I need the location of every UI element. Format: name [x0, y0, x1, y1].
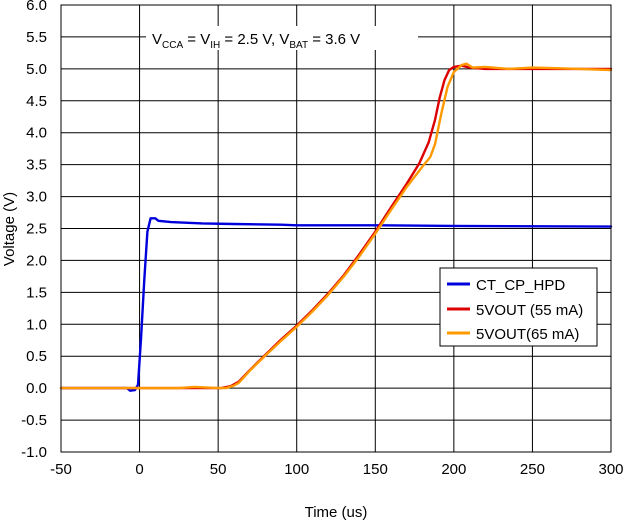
legend-label-ct-cp-hpd: CT_CP_HPD [476, 277, 565, 294]
y-tick-label: 4.0 [26, 125, 47, 142]
x-tick-label: 300 [598, 461, 623, 478]
tick-labels: -50 0 50 100 150 200 250 300 -1.0 -0.5 0.0 0.5 1.0 1.… [21, 0, 623, 478]
annotation-text: VCCA = VIH = 2.5 V, VBAT = 3.6 V [152, 31, 360, 51]
y-tick-label: 0.0 [26, 380, 47, 397]
y-tick-label: 5.0 [26, 61, 47, 78]
x-axis-title: Time (us) [305, 504, 368, 521]
y-tick-label: 1.0 [26, 316, 47, 333]
y-tick-label: 2.5 [26, 221, 47, 238]
x-tick-label: 150 [363, 461, 388, 478]
y-tick-label: 3.0 [26, 189, 47, 206]
series-group [59, 62, 613, 392]
y-tick-label: -0.5 [21, 412, 47, 429]
legend-label-5vout-65ma: 5VOUT(65 mA) [476, 326, 579, 343]
y-tick-label: 4.5 [26, 93, 47, 110]
x-tick-label: 200 [441, 461, 466, 478]
y-tick-label: 2.0 [26, 252, 47, 269]
x-tick-label: 50 [210, 461, 227, 478]
y-axis-title: Voltage (V) [1, 192, 18, 266]
x-tick-label: 250 [520, 461, 545, 478]
series-line-2 [59, 62, 613, 390]
legend: CT_CP_HPD 5VOUT (55 mA) 5VOUT(65 mA) [439, 267, 598, 347]
x-tick-label: -50 [50, 461, 72, 478]
legend-label-5vout-55ma: 5VOUT (55 mA) [476, 302, 583, 319]
y-tick-label: -1.0 [21, 444, 47, 461]
x-tick-label: 0 [135, 461, 143, 478]
plot-frame [60, 4, 612, 453]
y-tick-label: 3.5 [26, 157, 47, 174]
series-line-0 [59, 217, 613, 392]
y-tick-label: 6.0 [26, 0, 47, 14]
x-tick-label: 100 [284, 461, 309, 478]
y-tick-label: 5.5 [26, 29, 47, 46]
annotation-label: VCCA = VIH = 2.5 V, VBAT = 3.6 V [146, 26, 418, 51]
y-tick-label: 1.5 [26, 284, 47, 301]
annotation-background [146, 26, 418, 50]
y-tick-label: 0.5 [26, 348, 47, 365]
